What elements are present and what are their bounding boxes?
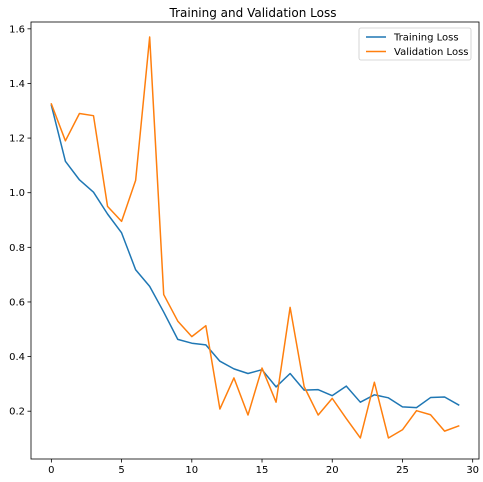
x-tick-label: 25	[396, 465, 409, 476]
y-tick-label: 0.6	[9, 297, 25, 308]
x-tick-label: 30	[466, 465, 479, 476]
legend-label-validation-loss: Validation Loss	[394, 47, 469, 58]
x-axis: 0 5 10 15 20 25 30	[48, 459, 479, 476]
y-tick-label: 0.8	[9, 243, 25, 254]
x-tick-label: 5	[118, 465, 124, 476]
y-tick-label: 1.6	[9, 24, 25, 35]
y-tick-label: 1.0	[9, 188, 25, 199]
legend-items: Training Loss Validation Loss	[366, 33, 469, 58]
legend: Training Loss Validation Loss	[358, 27, 472, 61]
chart-title: Training and Validation Loss	[169, 6, 337, 20]
plot-frame	[30, 21, 480, 460]
legend-box	[358, 27, 472, 61]
x-tick-label: 0	[48, 465, 54, 476]
y-tick-label: 0.4	[9, 352, 25, 363]
y-tick-label: 0.2	[9, 407, 25, 418]
series-layer	[50, 36, 460, 439]
y-axis: 0.2 0.4 0.6 0.8 1.0 1.2 1.4 1.6	[9, 24, 31, 418]
x-tick-label: 15	[256, 465, 269, 476]
plot-area	[31, 22, 479, 459]
x-tick-label: 20	[326, 465, 339, 476]
series-line-training-loss	[50, 104, 460, 409]
y-tick-label: 1.4	[9, 79, 25, 90]
legend-label-training-loss: Training Loss	[393, 33, 459, 44]
x-tick-label: 10	[185, 465, 198, 476]
series-line-validation-loss	[50, 36, 460, 439]
y-tick-label: 1.2	[9, 134, 25, 145]
